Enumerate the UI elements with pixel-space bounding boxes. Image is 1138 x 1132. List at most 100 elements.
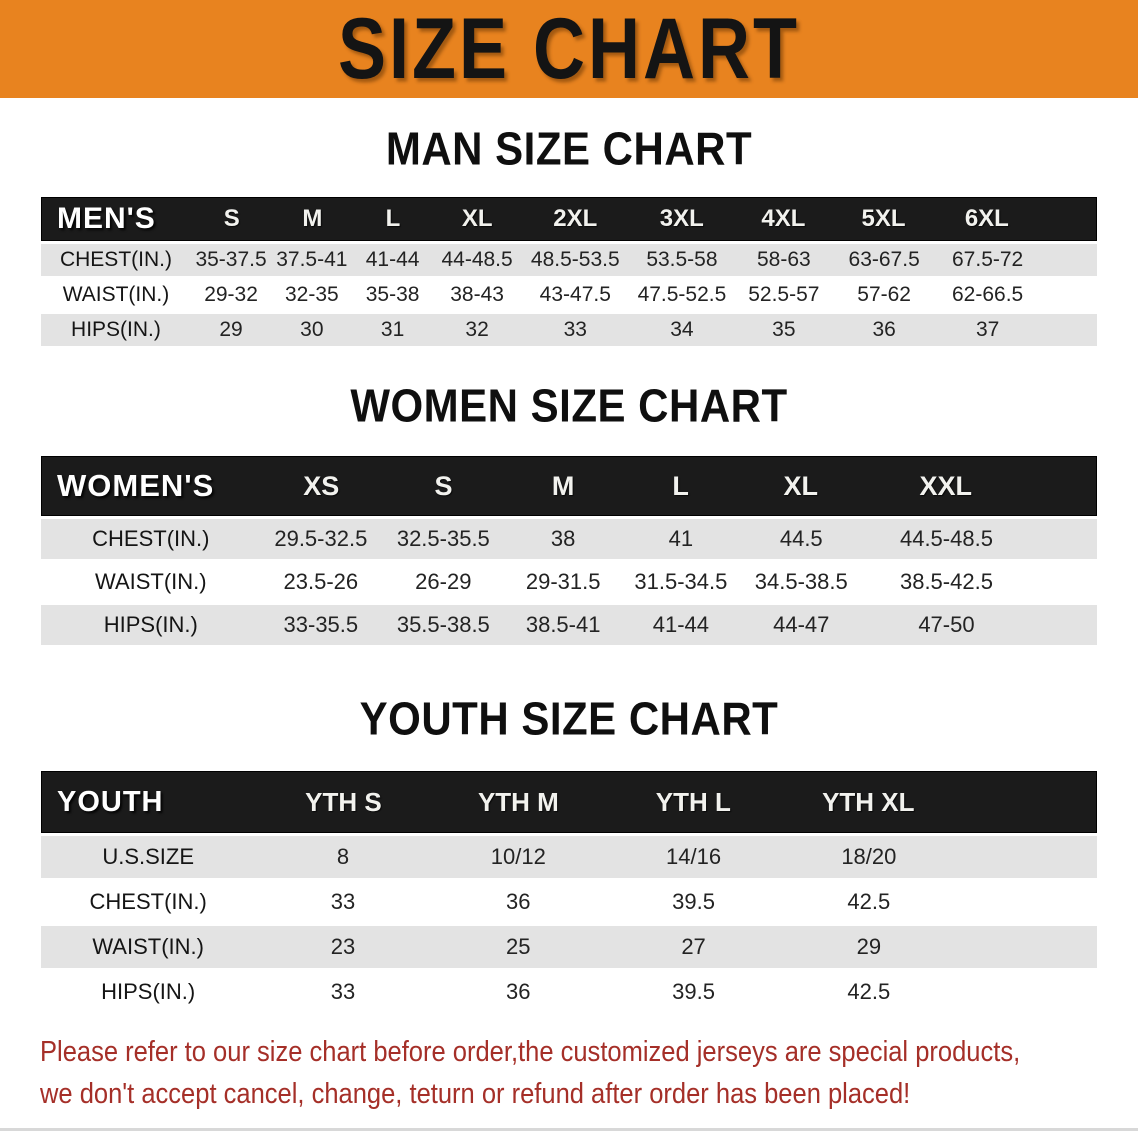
spacer-cell <box>956 857 1096 858</box>
youth-table-row: HIPS(IN.) 33 36 39.5 42.5 <box>41 971 1097 1013</box>
women-value-cell: 32.5-35.5 <box>396 526 490 551</box>
youth-size-table: YOUTH YTH S YTH M YTH L YTH XL U.S.SIZE 8 10/12… <box>41 771 1097 1013</box>
youth-row-label: CHEST(IN.) <box>89 889 207 914</box>
men-section-heading: MAN SIZE CHART <box>0 122 1138 175</box>
spacer-cell <box>1040 330 1097 331</box>
men-size-column-header: S <box>223 205 240 232</box>
men-value-cell: 34 <box>670 318 694 341</box>
youth-size-column-header: YTH L <box>655 786 731 817</box>
men-row-label: HIPS(IN.) <box>71 318 161 341</box>
spacer-cell <box>1031 625 1096 626</box>
women-size-column-header: XS <box>303 470 340 501</box>
men-value-cell: 57-62 <box>857 283 911 306</box>
youth-size-column-header: YTH XL <box>822 786 915 817</box>
spacer-cell <box>956 947 1096 948</box>
men-size-column-header: 4XL <box>761 205 806 232</box>
men-value-cell: 32-35 <box>284 283 339 306</box>
men-table-header-bar: MEN'S S M L XL 2XL 3XL 4XL 5XL 6XL <box>41 197 1097 241</box>
men-value-cell: 47.5-52.5 <box>637 283 727 306</box>
women-value-cell: 44.5-48.5 <box>899 526 993 551</box>
men-value-cell: 32 <box>465 318 489 341</box>
men-value-cell: 37.5-41 <box>276 248 348 271</box>
women-table-header-bar: WOMEN'S XS S M L XL XXL <box>41 456 1097 516</box>
disclaimer-note: Please refer to our size chart before or… <box>40 1031 1138 1115</box>
men-size-column-header: L <box>385 205 401 232</box>
youth-table-row: CHEST(IN.) 33 36 39.5 42.5 <box>41 881 1097 923</box>
women-value-cell: 38.5-41 <box>525 612 601 637</box>
spacer-cell <box>1040 295 1097 296</box>
men-size-table: MEN'S S M L XL 2XL 3XL 4XL 5XL 6XL CHEST(IN.) 35-37… <box>41 197 1097 346</box>
women-value-cell: 34.5-38.5 <box>754 569 848 594</box>
women-value-cell: 29-31.5 <box>525 569 601 594</box>
youth-table-row: U.S.SIZE 8 10/12 14/16 18/20 <box>41 836 1097 878</box>
women-row-label: CHEST(IN.) <box>92 526 210 551</box>
women-value-cell: 44.5 <box>779 526 823 551</box>
men-size-column-header: 5XL <box>861 205 906 232</box>
women-value-cell: 38 <box>550 526 576 551</box>
women-table-row: HIPS(IN.) 33-35.5 35.5-38.5 38.5-41 41-44 44-… <box>41 605 1097 645</box>
men-value-cell: 67.5-72 <box>952 248 1024 271</box>
youth-row-label: U.S.SIZE <box>102 844 195 869</box>
men-value-cell: 44-48.5 <box>441 248 513 271</box>
youth-value-cell: 33 <box>330 889 356 914</box>
disclaimer-line-1: Please refer to our size chart before or… <box>40 1036 1021 1068</box>
men-value-cell: 63-67.5 <box>848 248 920 271</box>
men-value-cell: 48.5-53.5 <box>530 248 620 271</box>
women-size-column-header: M <box>551 470 575 501</box>
women-value-cell: 35.5-38.5 <box>396 612 490 637</box>
men-table-row: HIPS(IN.) 29 30 31 32 33 34 35 36 37 <box>41 314 1097 346</box>
youth-row-label: WAIST(IN.) <box>92 934 204 959</box>
youth-corner-label: YOUTH <box>57 785 164 818</box>
men-value-cell: 58-63 <box>756 248 811 271</box>
men-value-cell: 35 <box>772 318 796 341</box>
men-value-cell: 52.5-57 <box>748 283 820 306</box>
youth-value-cell: 29 <box>856 934 882 959</box>
men-table-row: CHEST(IN.) 35-37.5 37.5-41 41-44 44-48.5 48.5… <box>41 244 1097 276</box>
youth-value-cell: 10/12 <box>490 844 546 869</box>
women-value-cell: 26-29 <box>415 569 472 594</box>
women-value-cell: 29.5-32.5 <box>274 526 368 551</box>
men-value-cell: 53.5-58 <box>646 248 718 271</box>
youth-value-cell: 39.5 <box>672 979 715 1004</box>
women-size-table: WOMEN'S XS S M L XL XXL CHEST(IN.) 29.5-32.5 32.5… <box>41 456 1097 645</box>
youth-value-cell: 8 <box>336 844 350 869</box>
men-value-cell: 33 <box>563 318 587 341</box>
youth-value-cell: 39.5 <box>672 889 715 914</box>
women-value-cell: 41-44 <box>652 612 710 637</box>
spacer-cell <box>1040 260 1097 261</box>
women-value-cell: 44-47 <box>773 612 830 637</box>
men-size-column-header: 2XL <box>553 205 598 232</box>
men-value-cell: 37 <box>975 318 1000 341</box>
men-value-cell: 62-66.5 <box>952 283 1024 306</box>
youth-value-cell: 42.5 <box>847 979 891 1004</box>
women-value-cell: 38.5-42.5 <box>899 569 993 594</box>
women-value-cell: 47-50 <box>918 612 975 637</box>
youth-size-column-header: YTH S <box>305 786 382 817</box>
spacer-cell <box>1031 582 1096 583</box>
youth-value-cell: 18/20 <box>841 844 897 869</box>
youth-value-cell: 36 <box>506 889 531 914</box>
men-row-label: CHEST(IN.) <box>59 248 172 271</box>
women-value-cell: 23.5-26 <box>283 569 359 594</box>
women-value-cell: 33-35.5 <box>283 612 359 637</box>
men-heading-text: MAN SIZE CHART <box>385 122 753 175</box>
men-value-cell: 29 <box>219 318 243 341</box>
women-value-cell: 41 <box>668 526 694 551</box>
youth-value-cell: 33 <box>330 979 356 1004</box>
women-size-column-header: XXL <box>919 470 972 501</box>
women-row-label: HIPS(IN.) <box>103 612 198 637</box>
men-row-label: WAIST(IN.) <box>62 283 170 306</box>
men-value-cell: 31 <box>380 318 405 341</box>
youth-size-column-header: YTH M <box>477 786 559 817</box>
women-section-heading: WOMEN SIZE CHART <box>0 380 1138 432</box>
youth-table-header-bar: YOUTH YTH S YTH M YTH L YTH XL <box>41 771 1097 833</box>
youth-value-cell: 14/16 <box>666 844 722 869</box>
men-value-cell: 41-44 <box>365 248 420 271</box>
spacer-cell <box>1031 486 1096 487</box>
women-value-cell: 31.5-34.5 <box>634 569 728 594</box>
youth-value-cell: 27 <box>681 934 706 959</box>
men-value-cell: 30 <box>300 318 324 341</box>
size-chart-banner: SIZE CHART <box>0 0 1138 98</box>
women-size-column-header: S <box>434 470 453 501</box>
disclaimer-line-2: we don't accept cancel, change, teturn o… <box>40 1078 911 1110</box>
